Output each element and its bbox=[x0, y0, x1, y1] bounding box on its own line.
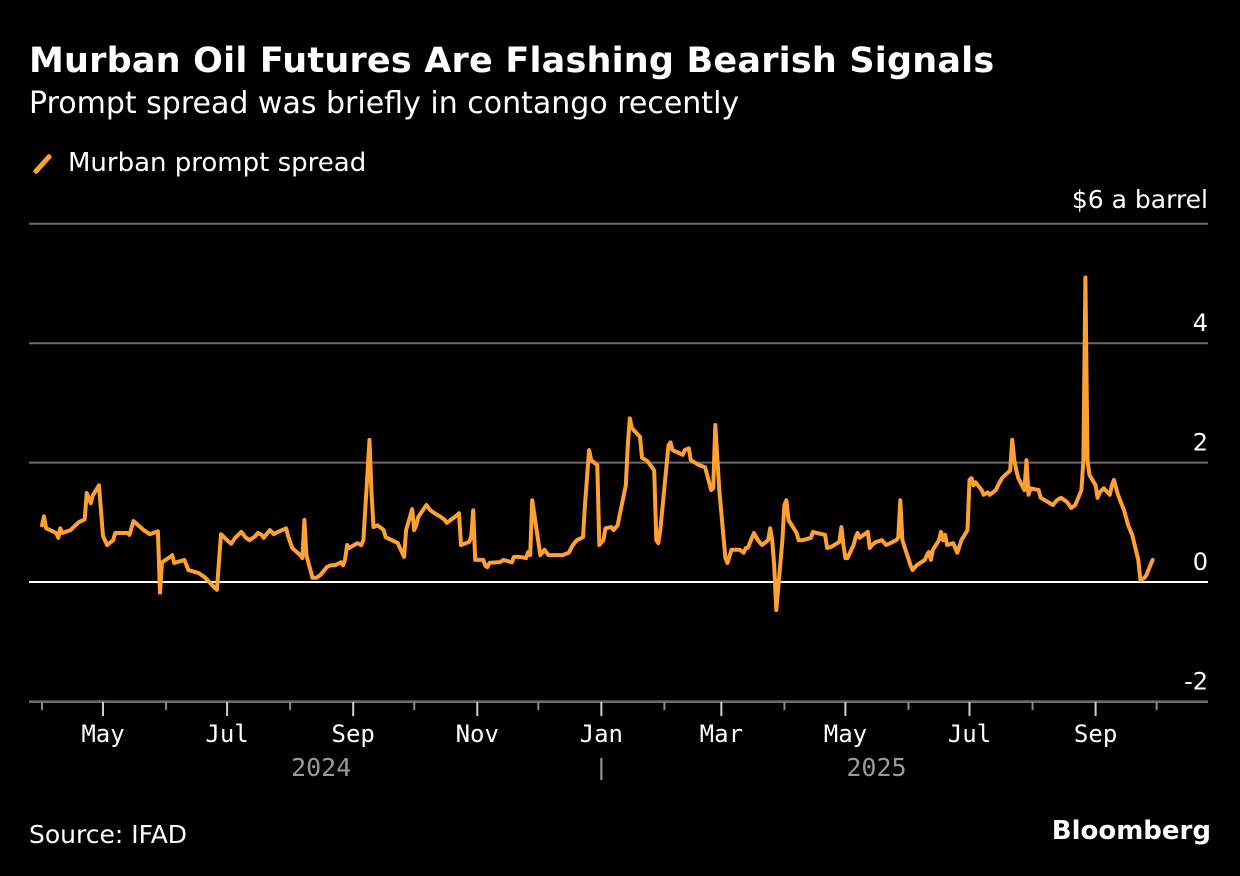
source-note: Source: IFAD bbox=[29, 820, 188, 849]
x-year-label: 2024 bbox=[291, 753, 351, 782]
bloomberg-logo: Bloomberg bbox=[1051, 816, 1211, 846]
chart-subtitle: Prompt spread was briefly in contango re… bbox=[29, 86, 740, 121]
series-layer bbox=[40, 275, 1155, 613]
x-tick-label: Sep bbox=[1074, 720, 1117, 748]
x-tick-label: Jul bbox=[205, 720, 248, 748]
x-tick-label: Jan bbox=[580, 720, 623, 748]
y-axis-unit-label: $6 a barrel bbox=[1071, 185, 1208, 214]
x-tick-label: May bbox=[824, 720, 867, 748]
series-line-murban-prompt-spread bbox=[40, 275, 1155, 613]
y-tick-label: 4 bbox=[1193, 309, 1208, 337]
x-tick-label: Nov bbox=[456, 720, 499, 748]
x-tick-label: May bbox=[81, 720, 124, 748]
chart-title: Murban Oil Futures Are Flashing Bearish … bbox=[29, 41, 995, 81]
y-tick-label: 0 bbox=[1193, 548, 1208, 576]
y-tick-label: 2 bbox=[1193, 429, 1208, 457]
y-tick-label: -2 bbox=[1184, 667, 1208, 695]
legend-label: Murban prompt spread bbox=[68, 148, 367, 178]
x-tick-label: Jul bbox=[948, 720, 991, 748]
x-year-label: 2025 bbox=[846, 753, 906, 782]
y-axis-ticks: 4 2 0 -2 bbox=[1184, 309, 1208, 695]
legend: Murban prompt spread bbox=[30, 148, 366, 178]
x-tick-label: Sep bbox=[332, 720, 375, 748]
gridlines bbox=[29, 222, 1208, 703]
x-tick-label: Mar bbox=[700, 720, 743, 748]
x-axis: May Jul Sep Nov Jan Mar May Jul Sep 2024 2025 bbox=[29, 701, 1208, 782]
